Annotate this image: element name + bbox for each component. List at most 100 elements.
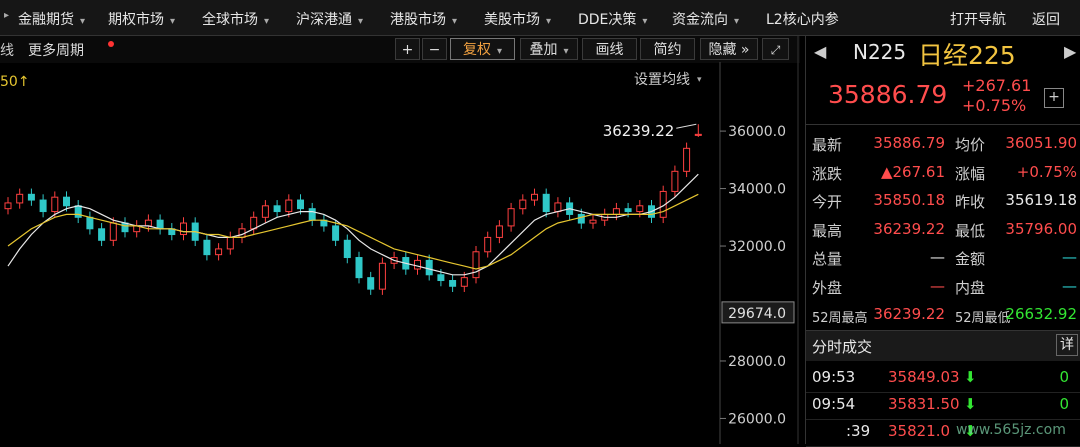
candle-body xyxy=(332,225,340,241)
field-label: 最新 xyxy=(812,136,843,154)
menu-item[interactable]: DDE决策 ▾ xyxy=(578,12,648,28)
menu-bar: ▸ 金融期货 ▾ 期权市场 ▾ 全球市场 ▾ 沪深港通 ▾ 港股市场 ▾ 美股市场 ▾ DDE决策 ▾ 资金… xyxy=(0,0,1080,36)
candle-body xyxy=(63,196,70,207)
field-label: 外盘 xyxy=(812,278,843,297)
candle-body xyxy=(612,208,620,215)
field-value: 35619.18 xyxy=(1005,191,1077,209)
button-label: 隐藏 xyxy=(708,42,737,58)
ma-setting: 设置均线 xyxy=(634,72,690,88)
chevron: » xyxy=(736,42,750,58)
y-tick-label: 32000.0 xyxy=(728,239,786,255)
button-label: 画线 xyxy=(595,42,624,58)
chart: 50↑ 设置均线 ▾ 26000.0 28000.0 32000.0 34000.0 3600… xyxy=(0,36,799,444)
candle-body xyxy=(624,208,632,213)
expand-button[interactable]: ⤢ xyxy=(762,38,789,60)
add-button[interactable]: + xyxy=(1044,88,1064,108)
field-value: 35796.00 xyxy=(1005,219,1077,238)
field-value: ▲267.61 xyxy=(880,162,945,181)
menu-item[interactable]: 资金流向 ▾ xyxy=(672,12,740,28)
toolbar-button[interactable]: 复权 ▾ xyxy=(450,38,515,60)
quote-name: 日经225 xyxy=(918,41,1016,70)
menu-item[interactable]: L2核心内参 xyxy=(766,12,839,28)
trade-arrow: ⬇ xyxy=(964,368,977,386)
toolbar-button[interactable]: − xyxy=(422,38,447,60)
toolbar-button[interactable]: + xyxy=(395,38,420,60)
toolbar-button[interactable]: 隐藏 » xyxy=(700,38,758,60)
caret: ▾ xyxy=(697,75,702,85)
menu-item[interactable]: 打开导航 xyxy=(950,12,1006,28)
candle-body xyxy=(74,205,82,218)
candle-body xyxy=(694,133,702,136)
field-value: 36239.22 xyxy=(873,305,945,323)
candle-body xyxy=(589,219,597,224)
menu-item[interactable]: 港股市场 ▾ xyxy=(390,12,458,28)
menu-item[interactable]: 返回 xyxy=(1032,12,1060,28)
button-label: 叠加 xyxy=(529,42,558,58)
field-label: 52周最高 xyxy=(812,311,868,326)
caret: ▾ xyxy=(546,16,552,27)
field-label: 今开 xyxy=(812,193,843,211)
quote-code: N225 xyxy=(853,40,907,64)
ma-line xyxy=(7,193,699,270)
toolbar-button[interactable]: 叠加 ▾ xyxy=(520,38,578,60)
trade-volume: 0 xyxy=(1059,368,1069,386)
divider xyxy=(806,124,1080,125)
button-label: 简约 xyxy=(653,42,682,58)
more-periods[interactable]: 更多周期 xyxy=(28,43,84,59)
menu-arrow: ▸ xyxy=(4,10,10,21)
quote-pct: +0.75% xyxy=(962,96,1027,115)
field-value: 36051.90 xyxy=(1005,134,1077,152)
candle-body xyxy=(51,196,59,213)
trade-time: 09:54 xyxy=(812,395,856,413)
trade-price: 35849.03 xyxy=(888,368,960,386)
trade-price: 35831.50 xyxy=(888,395,960,413)
menu-item[interactable]: 沪深港通 ▾ xyxy=(296,12,364,28)
candle-body xyxy=(554,202,562,213)
candle-body xyxy=(414,259,421,270)
quote-price: 35886.79 xyxy=(828,80,948,109)
candle-body xyxy=(355,257,363,279)
candle-body xyxy=(437,274,445,282)
trade-time: 09:53 xyxy=(812,368,856,386)
toolbar-button[interactable]: 简约 xyxy=(640,38,695,60)
field-label: 最低 xyxy=(955,221,986,240)
candle-body xyxy=(285,199,293,213)
candle-body xyxy=(636,205,644,213)
candle-body xyxy=(273,205,281,213)
candle-body xyxy=(27,193,35,201)
candle-body xyxy=(121,222,129,233)
candle-body xyxy=(460,277,468,287)
button-label: + xyxy=(401,42,414,58)
field-label: 均价 xyxy=(955,136,986,154)
quote-change: +267.61 xyxy=(962,76,1032,95)
candle-body xyxy=(203,239,211,256)
next-arrow[interactable]: ▶ xyxy=(1064,42,1077,61)
trade-price: 35821.0 xyxy=(888,422,951,440)
candle-body xyxy=(308,208,316,221)
menu-item[interactable]: 金融期货 ▾ xyxy=(18,12,86,28)
candle-body xyxy=(98,228,106,241)
period-tab[interactable]: 线 xyxy=(0,43,14,59)
candle-body xyxy=(250,216,258,230)
menu-item[interactable]: 全球市场 ▾ xyxy=(202,12,270,28)
button-label: 复权 xyxy=(462,42,491,58)
candle-body xyxy=(659,190,667,218)
candle-body xyxy=(542,193,550,213)
prev-arrow[interactable]: ◀ xyxy=(814,42,827,61)
ma-label: 50↑ xyxy=(0,74,30,90)
detail-button[interactable]: 详 xyxy=(1056,334,1078,356)
field-value: +0.75% xyxy=(1016,162,1077,181)
caret: ▾ xyxy=(642,16,648,27)
candle-body xyxy=(507,208,515,227)
candle-body xyxy=(261,205,269,218)
divider xyxy=(806,419,1080,420)
field-value: 26632.92 xyxy=(1005,305,1077,323)
field-label: 金额 xyxy=(955,250,986,268)
candle-body xyxy=(495,225,503,238)
menu-item[interactable]: 期权市场 ▾ xyxy=(108,12,176,28)
menu-item[interactable]: 美股市场 ▾ xyxy=(484,12,552,28)
caret: ▾ xyxy=(170,16,176,27)
field-label: 52周最低 xyxy=(955,311,1011,326)
candle-body xyxy=(215,248,223,256)
toolbar-button[interactable]: 画线 xyxy=(582,38,637,60)
